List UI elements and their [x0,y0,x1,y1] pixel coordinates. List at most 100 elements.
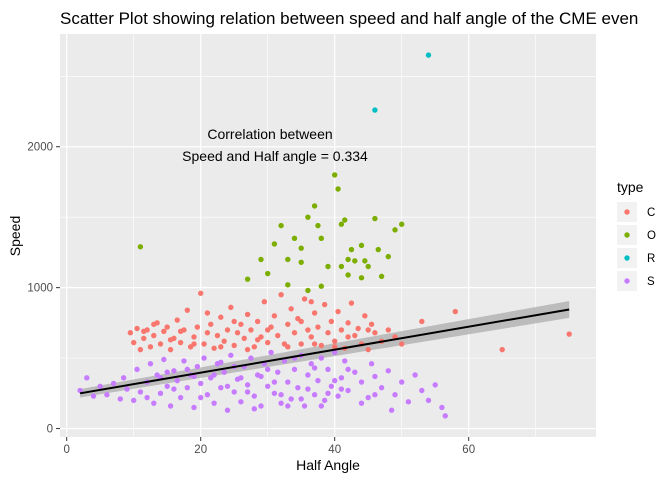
x-axis-ticks: 0 20 40 60 [63,437,475,456]
point-C [231,342,237,349]
point-C [348,300,355,306]
plot-panel [60,34,596,437]
point-S [104,392,110,398]
point-C [191,341,197,347]
point-C [198,290,204,296]
point-C [452,308,458,315]
point-S [275,369,281,375]
point-C [167,337,174,343]
point-C [265,327,271,333]
point-C [151,321,157,327]
point-S [171,368,177,374]
point-C [177,328,184,335]
confidence-band [80,301,570,398]
point-C [298,318,304,325]
point-C [362,313,368,319]
point-C [399,341,405,347]
point-C [332,338,338,344]
point-S [134,366,140,373]
point-S [328,383,335,389]
point-O [318,283,324,289]
point-C [147,344,154,350]
point-S [84,375,90,381]
point-C [208,321,214,327]
point-S [281,358,288,364]
point-S [305,372,311,378]
point-S [228,352,234,358]
point-S [224,383,231,389]
point-S [368,361,375,367]
point-C [221,338,227,344]
point-C [141,328,147,335]
point-O [311,203,318,209]
x-tick-label: 0 [63,444,69,456]
confidence-band-layer [80,301,570,398]
point-C [167,346,174,353]
point-C [271,313,278,319]
point-O [315,222,321,229]
point-O [265,270,271,277]
point-S [248,355,254,361]
point-S [285,403,291,409]
grid-lines [60,34,596,437]
point-C [261,299,268,305]
point-C [201,341,207,347]
point-S [352,369,358,375]
point-S [181,358,187,364]
point-S [372,392,378,398]
annotation-line-1: Correlation between [207,126,332,142]
point-O [278,222,284,229]
point-S [191,373,197,380]
legend-key-R [624,255,630,261]
point-S [295,384,301,391]
point-S [318,403,324,409]
legend-label-R: R [647,253,655,265]
point-O [271,241,278,247]
point-S [321,397,328,404]
point-C [234,330,241,336]
point-S [231,389,237,395]
point-C [224,327,231,333]
point-C [218,314,224,320]
point-S [184,366,190,373]
point-C [134,325,140,332]
point-S [335,393,341,399]
point-S [184,384,190,391]
point-S [308,361,314,367]
point-C [372,330,378,336]
point-S [439,404,445,411]
point-C [291,330,298,336]
point-S [268,349,274,356]
point-S [278,400,284,406]
legend-label-O: O [647,230,656,242]
data-points [77,52,572,419]
point-S [157,390,164,397]
point-S [238,375,244,381]
point-S [244,382,251,388]
point-S [372,373,378,380]
point-C [301,296,308,302]
point-S [278,392,284,398]
point-S [425,397,432,404]
x-tick-label: 60 [462,444,475,456]
point-O [298,259,304,265]
point-C [321,301,328,308]
x-tick-label: 40 [328,444,341,456]
point-C [345,320,351,326]
point-O [137,244,144,250]
point-S [167,403,174,409]
point-C [335,308,341,315]
point-C [298,341,304,347]
point-C [174,317,180,323]
point-S [399,379,405,385]
point-R [425,52,432,58]
y-axis-label: Speed [7,216,23,256]
legend-label-C: C [647,207,655,219]
point-S [174,377,180,384]
point-C [305,327,311,333]
point-S [171,386,177,392]
point-O [372,215,378,222]
